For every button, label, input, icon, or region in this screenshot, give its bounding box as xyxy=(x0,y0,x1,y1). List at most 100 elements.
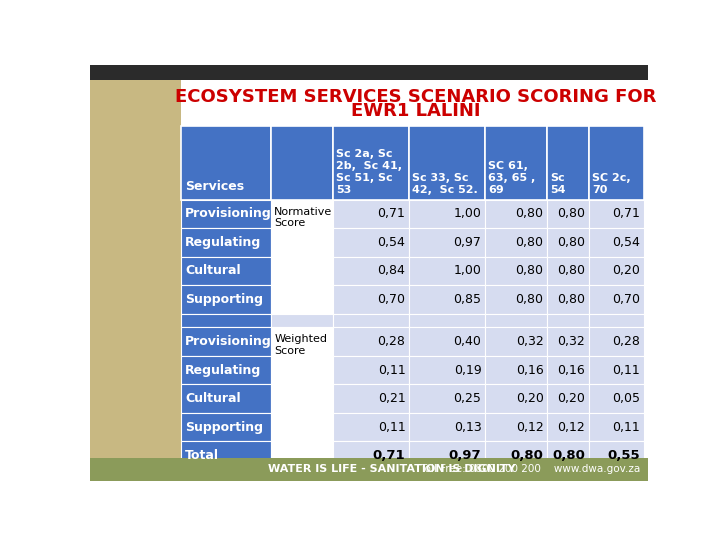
Bar xyxy=(181,126,271,200)
Bar xyxy=(547,314,589,327)
Text: 0,80: 0,80 xyxy=(557,207,585,220)
Text: 0,80: 0,80 xyxy=(516,207,544,220)
Bar xyxy=(271,413,333,441)
Text: Sc 2a, Sc
2b,  Sc 41,
Sc 51, Sc
53: Sc 2a, Sc 2b, Sc 41, Sc 51, Sc 53 xyxy=(336,149,402,195)
Bar xyxy=(410,441,485,470)
Text: 0,05: 0,05 xyxy=(612,392,640,405)
Bar xyxy=(333,256,410,285)
Text: Supporting: Supporting xyxy=(185,293,264,306)
Bar xyxy=(410,126,485,200)
Bar xyxy=(271,314,333,327)
Bar xyxy=(181,413,271,441)
Bar xyxy=(547,126,589,200)
Text: 0,71: 0,71 xyxy=(613,207,640,220)
Bar xyxy=(181,441,271,470)
Text: 0,80: 0,80 xyxy=(516,236,544,249)
Bar xyxy=(181,80,648,126)
Bar xyxy=(485,200,547,228)
Text: 0,16: 0,16 xyxy=(557,363,585,376)
Text: Regulating: Regulating xyxy=(185,236,261,249)
Text: 0,12: 0,12 xyxy=(516,421,544,434)
Text: Sc 33, Sc
42,  Sc 52.: Sc 33, Sc 42, Sc 52. xyxy=(413,173,478,195)
Text: 0,11: 0,11 xyxy=(613,421,640,434)
Bar xyxy=(410,200,485,228)
Text: 1,00: 1,00 xyxy=(454,264,482,277)
Bar xyxy=(333,285,410,314)
Bar xyxy=(181,80,648,126)
Text: 0,80: 0,80 xyxy=(557,264,585,277)
Text: 0,80: 0,80 xyxy=(557,293,585,306)
Bar xyxy=(410,314,485,327)
Bar xyxy=(410,356,485,384)
Text: Normative
Score: Normative Score xyxy=(274,207,333,228)
Text: 0,71: 0,71 xyxy=(373,449,405,462)
Text: 0,28: 0,28 xyxy=(613,335,640,348)
Text: 0,84: 0,84 xyxy=(377,264,405,277)
Text: 0,25: 0,25 xyxy=(454,392,482,405)
Text: Services: Services xyxy=(185,180,245,193)
Bar xyxy=(181,256,271,285)
Text: 0,13: 0,13 xyxy=(454,421,482,434)
Bar xyxy=(547,384,589,413)
Text: 0,97: 0,97 xyxy=(454,236,482,249)
Text: Supporting: Supporting xyxy=(185,421,264,434)
Bar xyxy=(271,327,333,356)
Text: 0,85: 0,85 xyxy=(454,293,482,306)
Text: Provisioning: Provisioning xyxy=(185,207,272,220)
Bar xyxy=(410,256,485,285)
Bar xyxy=(485,126,547,200)
Text: 0,28: 0,28 xyxy=(377,335,405,348)
Bar xyxy=(181,228,271,256)
Text: 0,11: 0,11 xyxy=(613,363,640,376)
Bar xyxy=(589,356,644,384)
Bar xyxy=(333,441,410,470)
Text: 0,20: 0,20 xyxy=(516,392,544,405)
Bar xyxy=(181,314,271,327)
Bar xyxy=(333,356,410,384)
Text: 0,16: 0,16 xyxy=(516,363,544,376)
Bar xyxy=(333,200,410,228)
Text: Regulating: Regulating xyxy=(185,363,261,376)
Bar xyxy=(410,327,485,356)
Bar xyxy=(485,441,547,470)
Text: 0,70: 0,70 xyxy=(377,293,405,306)
Bar xyxy=(485,228,547,256)
Bar xyxy=(90,457,648,481)
Bar xyxy=(181,384,271,413)
Bar xyxy=(547,228,589,256)
Text: Cultural: Cultural xyxy=(185,392,241,405)
Text: Total: Total xyxy=(185,449,220,462)
Bar xyxy=(589,413,644,441)
Bar xyxy=(181,285,271,314)
Text: 0,54: 0,54 xyxy=(613,236,640,249)
Bar xyxy=(90,65,648,80)
Bar xyxy=(589,200,644,228)
Text: 0,11: 0,11 xyxy=(378,363,405,376)
Bar xyxy=(271,285,333,314)
Bar xyxy=(589,384,644,413)
Text: 0,20: 0,20 xyxy=(613,264,640,277)
Text: EWR1 LALINI: EWR1 LALINI xyxy=(351,102,480,120)
Bar xyxy=(547,256,589,285)
Text: Provisioning: Provisioning xyxy=(185,335,272,348)
Bar xyxy=(333,327,410,356)
Text: 1,00: 1,00 xyxy=(454,207,482,220)
Bar xyxy=(271,228,333,256)
Text: 0,80: 0,80 xyxy=(516,264,544,277)
Text: SC 2c,
70: SC 2c, 70 xyxy=(592,173,631,195)
Text: 0,40: 0,40 xyxy=(454,335,482,348)
Bar xyxy=(271,441,333,470)
Bar xyxy=(547,356,589,384)
Bar xyxy=(333,314,410,327)
Bar xyxy=(410,413,485,441)
Text: 0,70: 0,70 xyxy=(612,293,640,306)
Bar xyxy=(547,327,589,356)
Text: 0,80: 0,80 xyxy=(557,236,585,249)
Bar xyxy=(485,327,547,356)
Text: 0,80: 0,80 xyxy=(516,293,544,306)
Text: 0,54: 0,54 xyxy=(377,236,405,249)
Bar xyxy=(485,314,547,327)
Bar xyxy=(410,228,485,256)
Bar xyxy=(485,356,547,384)
Text: 0,55: 0,55 xyxy=(608,449,640,462)
